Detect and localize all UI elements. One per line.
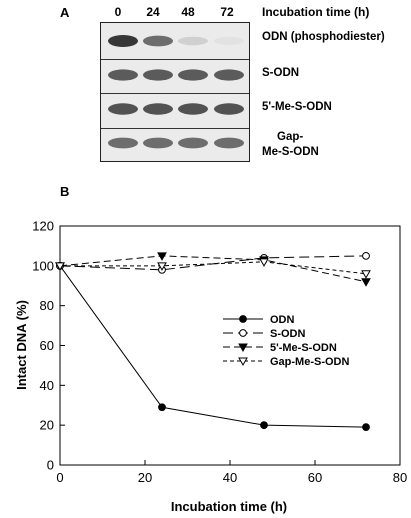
gel-row-gap-me-s-odn bbox=[101, 128, 249, 163]
y-tick-label: 80 bbox=[40, 298, 54, 313]
chart-legend: ODN S-ODN 5'-Me-S-ODN Gap-Me-S-ODN bbox=[223, 314, 350, 368]
gel-band-row1-lane2 bbox=[143, 35, 173, 47]
chart-series bbox=[55, 251, 371, 432]
legend-marker bbox=[239, 315, 247, 323]
gel-band-row1-lane3 bbox=[178, 36, 208, 46]
data-point bbox=[260, 421, 268, 430]
legend-marker bbox=[239, 329, 247, 337]
legend-entry: Gap-Me-S-ODN bbox=[223, 356, 350, 368]
gel-band-row3-lane1 bbox=[108, 103, 138, 115]
legend-entry: ODN bbox=[223, 314, 295, 326]
y-tick-label: 40 bbox=[40, 378, 54, 393]
legend-label: S-ODN bbox=[270, 328, 306, 340]
gel-band-row2-lane2 bbox=[143, 69, 173, 81]
x-tick-label: 20 bbox=[138, 470, 152, 485]
x-tick-label: 40 bbox=[223, 470, 237, 485]
gel-band-row4-lane4 bbox=[214, 137, 244, 149]
gel-row-label-s-odn: S-ODN bbox=[262, 67, 300, 79]
gel-row-s-odn bbox=[101, 59, 249, 93]
y-tick-label: 100 bbox=[32, 258, 54, 273]
series-4 bbox=[55, 258, 371, 279]
gel-image bbox=[100, 22, 250, 162]
data-point bbox=[362, 251, 370, 260]
y-tick-label: 0 bbox=[47, 458, 54, 473]
panel-a-label: A bbox=[60, 5, 70, 20]
legend-entry: S-ODN bbox=[223, 328, 306, 340]
data-point bbox=[55, 262, 65, 271]
y-tick-label: 20 bbox=[40, 418, 54, 433]
legend-label: ODN bbox=[270, 314, 295, 326]
data-point bbox=[157, 252, 167, 261]
gel-band-row1-lane4 bbox=[214, 36, 244, 46]
series-line bbox=[59, 255, 367, 283]
y-tick-label: 120 bbox=[32, 219, 54, 234]
series-line bbox=[59, 265, 367, 428]
gel-band-row4-lane3 bbox=[178, 137, 208, 149]
gel-band-row1-lane1 bbox=[108, 35, 138, 47]
data-point bbox=[259, 258, 269, 267]
gel-band-row2-lane3 bbox=[178, 69, 208, 81]
gel-band-row2-lane4 bbox=[214, 69, 244, 81]
gel-row-label-gap-line1: Gap- bbox=[277, 131, 304, 143]
x-tick-label: 0 bbox=[56, 470, 63, 485]
lane-label-48h: 48 bbox=[181, 5, 195, 19]
gel-row-label-5me-s-odn: 5'-Me-S-ODN bbox=[262, 101, 332, 113]
legend-label: Gap-Me-S-ODN bbox=[270, 356, 350, 368]
data-point bbox=[361, 278, 371, 287]
y-axis-title: Intact DNA (%) bbox=[14, 300, 29, 390]
gel-band-row4-lane2 bbox=[143, 137, 173, 149]
y-tick-label: 60 bbox=[40, 338, 54, 353]
x-tick-label: 60 bbox=[308, 470, 322, 485]
chart-axes: 0 20 40 60 80 0 20 40 60 80 100 120 bbox=[32, 219, 407, 486]
gel-band-row4-lane1 bbox=[108, 137, 138, 149]
legend-marker bbox=[238, 357, 248, 367]
lane-label-0h: 0 bbox=[114, 5, 122, 19]
gel-row-label-odn: ODN (phosphodiester) bbox=[262, 31, 385, 43]
legend-label: 5'-Me-S-ODN bbox=[270, 342, 337, 354]
gel-band-row3-lane3 bbox=[178, 103, 208, 115]
x-tick-label: 80 bbox=[393, 470, 407, 485]
gel-band-row3-lane2 bbox=[143, 103, 173, 115]
data-point bbox=[158, 403, 166, 412]
series-3 bbox=[55, 252, 371, 287]
legend-marker bbox=[238, 343, 248, 353]
gel-band-row2-lane1 bbox=[108, 69, 138, 81]
series-line bbox=[60, 261, 367, 275]
incubation-time-header: Incubation time (h) bbox=[262, 5, 370, 19]
gel-band-row3-lane4 bbox=[214, 103, 244, 115]
panel-b-label: B bbox=[60, 184, 70, 199]
lane-label-72h: 72 bbox=[220, 5, 234, 19]
series-1 bbox=[56, 261, 370, 432]
data-point bbox=[361, 270, 371, 279]
series-line bbox=[59, 255, 367, 271]
data-point bbox=[362, 423, 370, 432]
gel-row-label-gap-line2: Me-S-ODN bbox=[262, 146, 319, 158]
lane-label-24h: 24 bbox=[146, 5, 160, 19]
data-point bbox=[157, 262, 167, 271]
series-2 bbox=[56, 251, 370, 274]
gel-row-5me-s-odn bbox=[101, 93, 249, 128]
legend-entry: 5'-Me-S-ODN bbox=[223, 342, 337, 354]
gel-bands bbox=[108, 35, 244, 149]
x-axis-title: Incubation time (h) bbox=[171, 499, 287, 514]
